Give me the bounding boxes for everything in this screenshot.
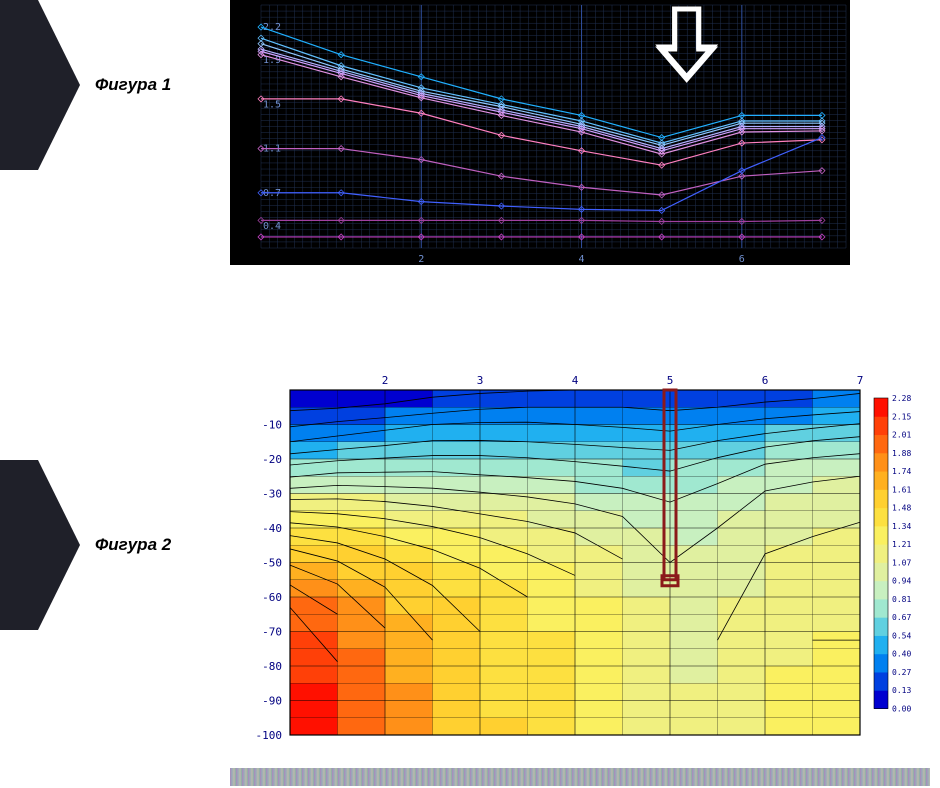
svg-text:0.94: 0.94: [892, 577, 911, 586]
hex-shape: [0, 0, 80, 170]
svg-text:0.4: 0.4: [263, 221, 281, 232]
svg-text:0.81: 0.81: [892, 595, 911, 604]
svg-text:0.40: 0.40: [892, 650, 911, 659]
svg-text:4: 4: [572, 374, 579, 387]
svg-text:1.9: 1.9: [263, 55, 281, 66]
svg-text:2.28: 2.28: [892, 394, 911, 403]
figure1-label-container: Фигура 1: [0, 0, 180, 170]
svg-text:2: 2: [382, 374, 389, 387]
noise-strip: [230, 768, 930, 786]
figure1-section: Фигура 1: [0, 0, 180, 170]
arrow-icon: [661, 9, 713, 79]
svg-text:4: 4: [579, 254, 585, 265]
svg-text:-60: -60: [262, 591, 282, 604]
svg-text:5: 5: [667, 374, 674, 387]
svg-text:1.21: 1.21: [892, 540, 911, 549]
svg-text:0.13: 0.13: [892, 686, 911, 695]
contour-chart: 2 3 4 5 6 7 -10 -20 -30 -40 -50 -60 -70 -80 -90 -100 0.0…: [230, 370, 930, 740]
svg-text:3: 3: [477, 374, 484, 387]
svg-text:-80: -80: [262, 660, 282, 673]
svg-text:-20: -20: [262, 453, 282, 466]
svg-text:1.61: 1.61: [892, 485, 911, 494]
svg-text:0.00: 0.00: [892, 705, 911, 714]
svg-text:1.74: 1.74: [892, 467, 911, 476]
svg-text:1.07: 1.07: [892, 558, 911, 567]
svg-text:0.54: 0.54: [892, 631, 911, 640]
svg-text:1.88: 1.88: [892, 449, 911, 458]
svg-text:2.15: 2.15: [892, 412, 911, 421]
svg-text:0.67: 0.67: [892, 613, 911, 622]
svg-text:-10: -10: [262, 419, 282, 432]
line-chart: 2460.40.71.11.51.92.2: [230, 0, 850, 265]
hex-shape: [0, 460, 80, 630]
svg-text:6: 6: [762, 374, 769, 387]
svg-text:1.48: 1.48: [892, 504, 911, 513]
svg-text:7: 7: [857, 374, 864, 387]
svg-text:0.27: 0.27: [892, 668, 911, 677]
svg-text:-90: -90: [262, 695, 282, 708]
svg-text:1.5: 1.5: [263, 99, 281, 110]
figure1-label: Фигура 1: [95, 75, 171, 95]
svg-text:-50: -50: [262, 557, 282, 570]
figure2-label-container: Фигура 2: [0, 460, 180, 630]
svg-text:-100: -100: [256, 729, 283, 740]
svg-text:2.01: 2.01: [892, 431, 911, 440]
svg-text:1.34: 1.34: [892, 522, 911, 531]
svg-text:-30: -30: [262, 488, 282, 501]
figure2-label: Фигура 2: [95, 535, 171, 555]
svg-text:6: 6: [739, 254, 745, 265]
svg-text:2: 2: [418, 254, 424, 265]
svg-text:-40: -40: [262, 522, 282, 535]
figure2-section: Фигура 2: [0, 460, 180, 630]
svg-text:-70: -70: [262, 626, 282, 639]
